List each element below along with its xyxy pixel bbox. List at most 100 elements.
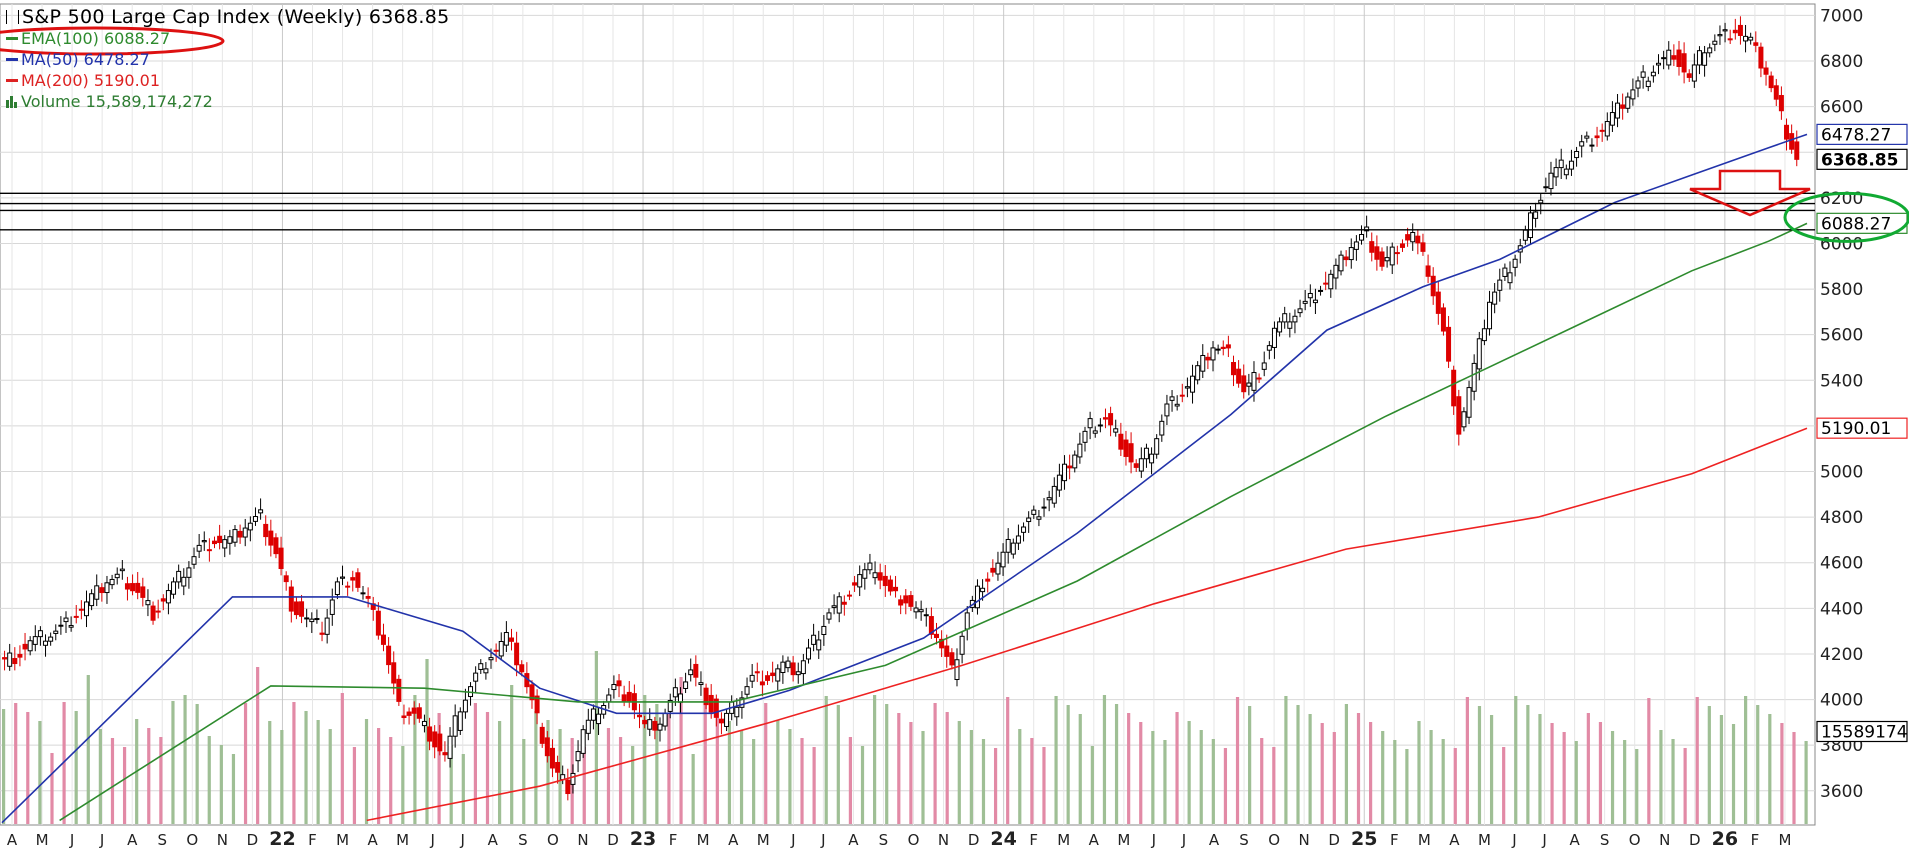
candle-body (48, 636, 54, 642)
x-tick-label: 22 (269, 828, 295, 850)
candle-body (575, 751, 581, 762)
candle-body (667, 699, 673, 712)
candle-body (1389, 246, 1395, 266)
candle-body (309, 618, 315, 623)
candle-body (1154, 438, 1160, 455)
candle-body (247, 522, 253, 531)
candle-body (160, 598, 166, 602)
candle-body (1241, 375, 1247, 393)
volume-bar (788, 729, 792, 824)
candle-body (1277, 321, 1283, 333)
candle-body (1753, 42, 1759, 46)
volume-bar (1248, 706, 1252, 824)
candle-body (1077, 443, 1083, 458)
candle-body (89, 593, 95, 607)
candle-body (590, 708, 596, 721)
candle-body (263, 523, 269, 538)
volume-bar (14, 703, 18, 824)
volume-bar (1163, 740, 1167, 824)
volume-bar (328, 729, 332, 824)
candle-body (283, 575, 289, 583)
candle-body (596, 713, 602, 725)
candle-body (708, 694, 714, 713)
ma50-swatch (6, 58, 18, 61)
volume-bar (1054, 696, 1058, 824)
candle-body (191, 556, 197, 565)
volume-bar (1526, 705, 1530, 824)
candle-body (1015, 535, 1021, 544)
volume-bar (582, 747, 586, 824)
volume-bar (1610, 731, 1615, 824)
candle-body (1302, 300, 1308, 304)
candle-body (693, 663, 699, 678)
x-tick-label: M (1117, 831, 1130, 849)
candle-body (1410, 232, 1416, 243)
price-tag-label: 6478.27 (1821, 125, 1891, 145)
chart-title-text: S&P 500 Large Cap Index (Weekly) 6368.85 (22, 6, 450, 28)
chart-title: S&P 500 Large Cap Index (Weekly) 6368.85 (6, 6, 450, 28)
candle-body (114, 573, 120, 579)
ema100-line (59, 222, 1808, 822)
volume-bar (667, 713, 671, 824)
volume-bar (147, 728, 151, 824)
candle-body (1712, 40, 1718, 45)
candle-body (462, 699, 468, 713)
x-tick-label: S (518, 831, 528, 849)
volume-bar (631, 746, 635, 824)
candle-body (724, 712, 730, 727)
candle-body (416, 707, 422, 719)
volume-bar (461, 754, 465, 824)
volume-bar (1223, 748, 1228, 824)
candle-body (99, 587, 105, 594)
candle-body (1543, 186, 1549, 189)
candle-body (83, 601, 89, 617)
candle-body (1748, 36, 1754, 41)
volume-bar (26, 712, 30, 824)
volume-bar (1659, 730, 1663, 824)
candle-body (165, 590, 171, 604)
volume-bar (280, 730, 284, 824)
x-tick-label: A (1449, 831, 1460, 849)
volume-bar (1114, 704, 1119, 824)
candle-body (908, 595, 914, 607)
volume-bar (1139, 722, 1143, 824)
y-tick-label: 6600 (1820, 98, 1863, 118)
candle-body (176, 570, 182, 583)
volume-bar (1477, 706, 1482, 824)
y-tick-label: 6800 (1820, 52, 1863, 72)
candle-body (380, 634, 386, 645)
volume-bar (1574, 741, 1578, 824)
candle-body (1062, 463, 1068, 482)
candle-body (534, 695, 540, 714)
candle-body (278, 547, 284, 570)
candle-body (1548, 172, 1554, 190)
candle-body (212, 540, 218, 545)
candle-body (319, 632, 325, 635)
x-tick-label: A (367, 831, 378, 849)
candle-body (785, 660, 791, 669)
candle-body (1010, 542, 1016, 555)
volume-bar (62, 702, 66, 824)
candle-body (672, 687, 678, 698)
candle-body (928, 616, 934, 635)
candle-body (386, 645, 392, 666)
candle-body (1082, 430, 1088, 443)
candle-body (1425, 265, 1431, 277)
volume-bar (993, 748, 998, 824)
volume-bar (473, 703, 477, 824)
volume-bar (1550, 723, 1554, 824)
candle-body (1461, 411, 1467, 428)
candle-body (1118, 433, 1124, 450)
volume-bar (316, 720, 320, 824)
legend-label-ma50: MA(50) 6478.27 (21, 50, 150, 69)
candle-body (857, 574, 863, 588)
candle-body (1046, 497, 1052, 501)
candle-body (401, 715, 407, 719)
volume-bar (1211, 739, 1215, 824)
candle-body (580, 729, 586, 754)
candle-body (565, 779, 571, 795)
candle-body (242, 527, 248, 538)
candle-body (1164, 403, 1170, 417)
volume-bar (50, 753, 54, 824)
